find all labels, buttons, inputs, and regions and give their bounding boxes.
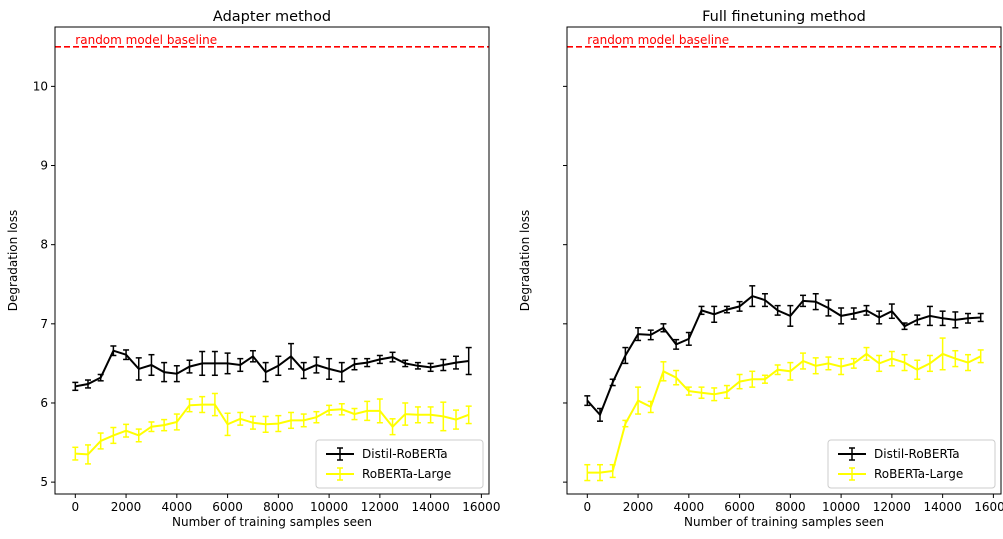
plot-frame (566, 26, 1002, 495)
x-tick-label: 8000 (775, 500, 806, 514)
series-line (75, 403, 470, 456)
y-tick-label: 8 (40, 238, 48, 252)
y-tick-label: 6 (40, 396, 48, 410)
x-tick-label: 6000 (724, 500, 755, 514)
series-0 (584, 285, 984, 422)
x-tick-label: 12000 (873, 500, 911, 514)
x-tick-label: 0 (583, 500, 591, 514)
series-line (75, 349, 469, 388)
x-tick-label: 14000 (412, 500, 450, 514)
legend-box (827, 439, 996, 489)
baseline-label: random model baseline (587, 33, 729, 47)
legend-label: RoBERTa-Large (362, 467, 451, 481)
y-tick-label: 9 (40, 159, 48, 173)
panel-adapter: Adapter method random model baseline 0 2000… (6, 9, 500, 529)
series-1 (72, 392, 472, 465)
legend-label: Distil-RoBERTa (874, 447, 960, 461)
legend-box (315, 439, 484, 489)
plot-frame (54, 26, 490, 495)
chart-title: Adapter method (213, 9, 331, 25)
x-tick-label: 10000 (310, 500, 348, 514)
series-line (587, 352, 982, 474)
x-tick-label: 14000 (924, 500, 962, 514)
legend: Distil-RoBERTa RoBERTa-Large (315, 439, 484, 489)
x-tick-label: 16000 (462, 500, 500, 514)
x-tick-label: 0 (71, 500, 79, 514)
y-tick-label: 5 (40, 475, 48, 489)
series-1 (584, 337, 984, 482)
y-tick-label: 10 (33, 79, 48, 93)
x-axis-label: Number of training samples seen (684, 515, 884, 529)
legend-label: RoBERTa-Large (874, 467, 963, 481)
panel-full-finetuning: Full finetuning method random model basel… (518, 9, 1003, 529)
y-axis-label: Degradation loss (518, 210, 532, 311)
legend-label: Distil-RoBERTa (362, 447, 448, 461)
x-tick-label: 2000 (111, 500, 142, 514)
x-tick-label: 2000 (623, 500, 654, 514)
y-axis-label: Degradation loss (6, 210, 20, 311)
x-tick-label: 8000 (263, 500, 294, 514)
series-0 (72, 342, 472, 392)
x-tick-label: 16000 (974, 500, 1003, 514)
x-tick-label: 12000 (361, 500, 399, 514)
x-tick-label: 6000 (212, 500, 243, 514)
y-tick-label: 7 (40, 317, 48, 331)
x-axis-label: Number of training samples seen (172, 515, 372, 529)
chart-title: Full finetuning method (702, 9, 866, 25)
x-tick-label: 4000 (162, 500, 193, 514)
series-line (586, 294, 981, 417)
x-tick-label: 10000 (822, 500, 860, 514)
legend: Distil-RoBERTa RoBERTa-Large (827, 439, 996, 489)
baseline-label: random model baseline (75, 33, 217, 47)
x-tick-label: 4000 (674, 500, 705, 514)
